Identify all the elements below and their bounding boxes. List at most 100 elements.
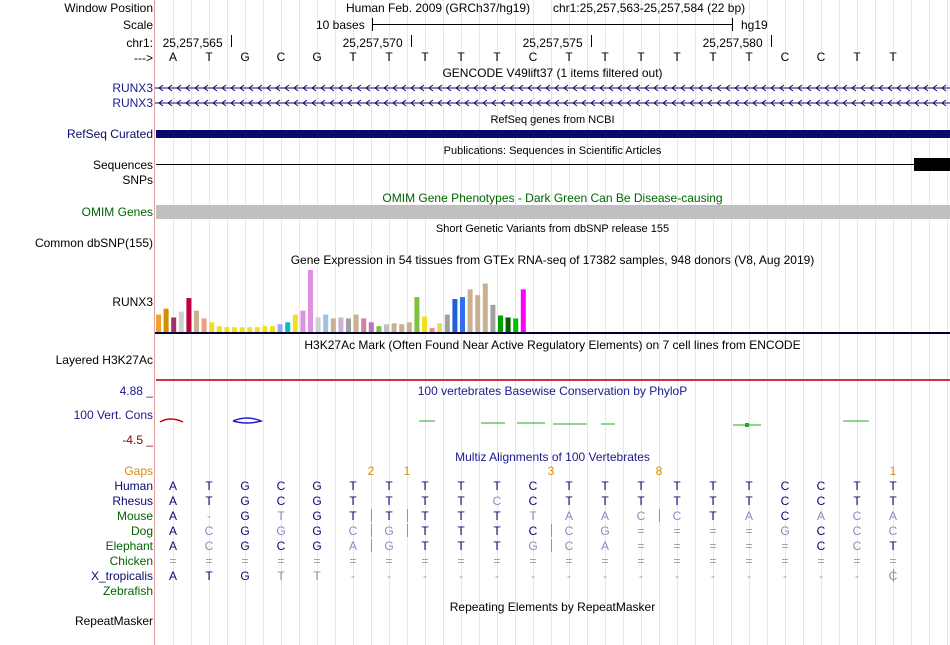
strand-arrow xyxy=(833,99,839,107)
strand-arrow xyxy=(500,84,506,92)
refseq-track-title[interactable]: RefSeq genes from NCBI xyxy=(490,114,615,126)
strand-arrow xyxy=(752,99,758,107)
publication-sequence-line[interactable] xyxy=(156,164,914,165)
gencode-transcripts[interactable] xyxy=(155,81,950,111)
strand-arrow xyxy=(437,99,443,107)
alignment-base: T xyxy=(457,509,465,523)
h3k27ac-signal[interactable] xyxy=(156,379,950,381)
alignment-base: - xyxy=(423,569,427,583)
alignment-base: T xyxy=(565,494,573,508)
phylop-label[interactable]: 100 Vert. Cons xyxy=(73,408,153,422)
strand-arrow xyxy=(833,84,839,92)
alignment-base: T xyxy=(421,479,429,493)
dbsnp-label[interactable]: Common dbSNP(155) xyxy=(34,236,153,250)
strand-arrow xyxy=(941,99,947,107)
strand-arrow xyxy=(257,99,263,107)
runx3-label-2[interactable]: RUNX3 xyxy=(112,96,153,110)
alignment-base: C xyxy=(528,524,538,538)
alignment-base: = xyxy=(637,524,645,538)
species-label[interactable]: X_tropicalis xyxy=(90,569,153,583)
gencode-track-title[interactable]: GENCODE V49lift37 (1 items filtered out) xyxy=(442,66,663,80)
refseq-label[interactable]: RefSeq Curated xyxy=(66,127,153,141)
sequence-base: T xyxy=(565,50,573,64)
repeatmasker-track-title[interactable]: Repeating Elements by RepeatMasker xyxy=(449,600,656,614)
strand-arrow xyxy=(878,84,884,92)
alignment-base: - xyxy=(603,569,607,583)
species-label[interactable]: Human xyxy=(114,479,153,493)
strand-arrow xyxy=(896,99,902,107)
repeatmasker-label[interactable]: RepeatMasker xyxy=(74,614,153,628)
strand-arrow xyxy=(824,99,830,107)
strand-arrow xyxy=(788,84,794,92)
alignment-base: T xyxy=(493,539,501,553)
strand-arrow xyxy=(869,99,875,107)
alignment-base: C xyxy=(276,539,286,553)
snps-label[interactable]: SNPs xyxy=(122,173,153,187)
strand-arrow xyxy=(203,99,209,107)
alignment-base: G xyxy=(240,539,250,553)
gtex-tissue-bar xyxy=(323,314,329,332)
strand-arrow xyxy=(419,84,425,92)
gtex-label[interactable]: RUNX3 xyxy=(112,295,153,309)
alignment-base: T xyxy=(457,479,465,493)
dbsnp-track-title[interactable]: Short Genetic Variants from dbSNP releas… xyxy=(435,223,670,235)
insertion-marker xyxy=(551,539,552,552)
grid-line xyxy=(227,0,228,645)
species-label[interactable]: Chicken xyxy=(109,554,153,568)
scale-db: hg19 xyxy=(741,18,768,32)
alignment-base: C xyxy=(852,524,862,538)
gtex-tissue-bar xyxy=(315,317,321,332)
phylop-track-title[interactable]: 100 vertebrates Basewise Conservation by… xyxy=(417,384,688,398)
publication-sequence-block[interactable] xyxy=(914,158,950,171)
species-label[interactable]: Elephant xyxy=(105,539,153,553)
strand-arrow xyxy=(572,84,578,92)
phylop-plot[interactable] xyxy=(155,412,950,432)
omim-track-title[interactable]: OMIM Gene Phenotypes - Dark Green Can Be… xyxy=(382,191,723,205)
strand-arrow xyxy=(923,84,929,92)
species-label[interactable]: Rhesus xyxy=(112,494,153,508)
runx3-label-1[interactable]: RUNX3 xyxy=(112,81,153,95)
refseq-gene-bar[interactable] xyxy=(156,130,950,138)
alignment-base: C xyxy=(780,494,790,508)
sequence-base: G xyxy=(240,50,250,64)
strand-arrow xyxy=(869,84,875,92)
gtex-tissue-bar xyxy=(186,298,192,332)
sequence-base: A xyxy=(168,50,177,64)
strand-arrow xyxy=(662,84,668,92)
gtex-tissue-bar xyxy=(254,327,260,332)
sequence-base: T xyxy=(385,50,393,64)
alignment-base: T xyxy=(349,509,357,523)
strand-arrow xyxy=(527,99,533,107)
gtex-tissue-bar xyxy=(247,327,253,332)
alignment-base: C xyxy=(888,524,898,538)
gtex-track-title[interactable]: Gene Expression in 54 tissues from GTEx … xyxy=(290,253,815,267)
strand-arrow xyxy=(743,99,749,107)
strand-arrow xyxy=(671,84,677,92)
species-label[interactable]: Dog xyxy=(130,524,153,538)
alignment-base: T xyxy=(205,569,213,583)
strand-arrow xyxy=(860,99,866,107)
multiz-track-title[interactable]: Multiz Alignments of 100 Vertebrates xyxy=(455,450,650,464)
gaps-label[interactable]: Gaps xyxy=(124,464,153,478)
gtex-tissue-bar xyxy=(482,283,488,332)
alignment-base: T xyxy=(457,494,465,508)
species-label[interactable]: Mouse xyxy=(116,509,153,523)
strand-arrow xyxy=(491,99,497,107)
alignment-base: T xyxy=(457,539,465,553)
alignment-base: T xyxy=(709,479,717,493)
h3k27ac-track-title[interactable]: H3K27Ac Mark (Often Found Near Active Re… xyxy=(304,338,801,352)
strand-arrow xyxy=(203,84,209,92)
omim-label[interactable]: OMIM Genes xyxy=(81,205,153,219)
sequence-base: T xyxy=(349,50,357,64)
gtex-bar-chart[interactable] xyxy=(155,267,950,335)
alignment-base: T xyxy=(637,494,645,508)
alignment-base: - xyxy=(495,569,499,583)
alignment-base: = xyxy=(169,554,177,568)
publications-track-title[interactable]: Publications: Sequences in Scientific Ar… xyxy=(443,145,662,157)
species-label[interactable]: Zebrafish xyxy=(102,584,153,598)
omim-gene-bar[interactable] xyxy=(156,205,950,219)
sequences-label[interactable]: Sequences xyxy=(92,158,153,172)
h3k27ac-label[interactable]: Layered H3K27Ac xyxy=(55,353,153,367)
alignment-base: = xyxy=(601,554,609,568)
alignment-base: G xyxy=(312,539,322,553)
